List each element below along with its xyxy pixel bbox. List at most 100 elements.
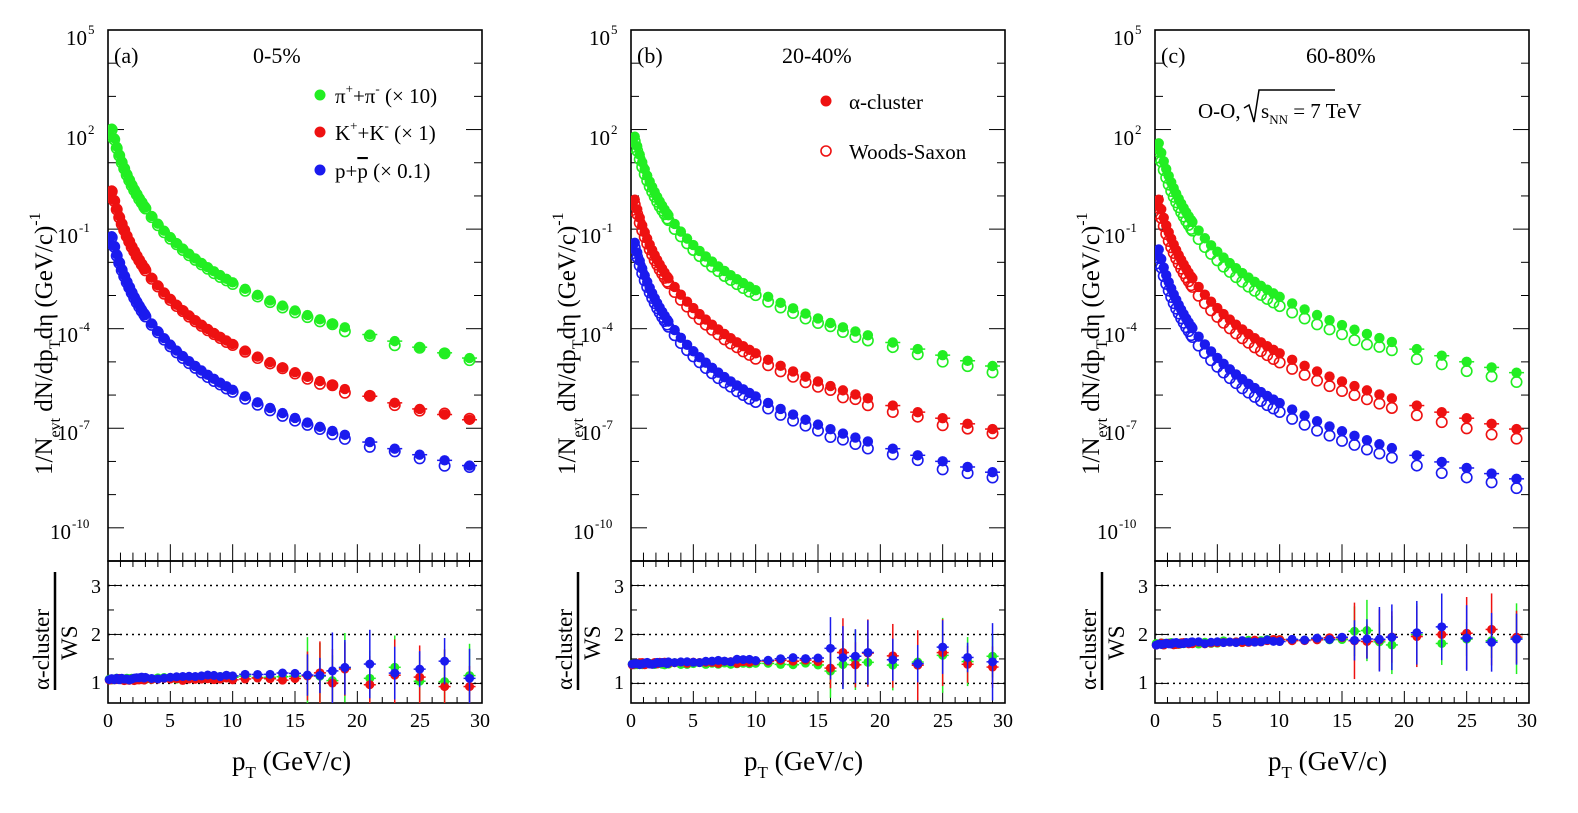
spectrum-point-alpha-cluster	[439, 409, 450, 420]
spectrum-point-alpha-cluster	[339, 322, 351, 333]
ratio-point	[1487, 637, 1497, 647]
spectrum-point-alpha-cluster	[1336, 426, 1348, 437]
legend-proton-label: p+p (× 0.1)	[335, 159, 430, 183]
legend-proton-marker	[314, 164, 326, 176]
species-legend: π++π- (× 10) K++K- (× 1) p+p (× 0.1)	[314, 81, 437, 183]
ratio-point	[1312, 633, 1322, 643]
panel-a-label: (a)	[114, 43, 138, 68]
y-exp-1e-10: -10	[1119, 516, 1136, 531]
y-tick-label-1e5: 10	[66, 26, 87, 50]
spectrum-point-alpha-cluster	[1286, 404, 1298, 415]
panel-b-label: (b)	[637, 43, 663, 68]
spectrum-point-alpha-cluster	[800, 371, 811, 382]
spectrum-point-alpha-cluster	[887, 337, 898, 348]
panel-c-x-axis-title: pT (GeV/c)	[1268, 746, 1387, 782]
x-tick-5: 5	[688, 710, 698, 732]
spectrum-point-alpha-cluster	[669, 281, 680, 293]
x-tick-20: 20	[347, 710, 367, 732]
spectrum-point-alpha-cluster	[1156, 204, 1167, 215]
spectrum-point-alpha-cluster	[887, 400, 898, 411]
spectrum-point-alpha-cluster	[1461, 356, 1472, 367]
ratio-point	[228, 671, 238, 681]
spectrum-point-alpha-cluster	[1486, 362, 1497, 373]
panel-b-ratio-tick-labels: 3 2 1	[614, 576, 624, 694]
spectrum-point-woods-saxon	[1510, 375, 1523, 388]
spectrum-point-alpha-cluster	[1336, 319, 1348, 331]
spectrum-point-alpha-cluster	[862, 393, 874, 404]
y-exp-1e5: 5	[88, 22, 95, 37]
panel-b-y-tick-labels: 10 5 10 2 10 -1 10 -4 10 -7 10 -10	[573, 22, 618, 544]
spectrum-point-alpha-cluster	[632, 141, 643, 152]
panel-c-x-tick-labels: 0 5 10 15 20 25 30	[1150, 710, 1537, 732]
y-exp-1e5: 5	[611, 22, 618, 37]
spectrum-point-alpha-cluster	[937, 456, 948, 467]
spectrum-point-woods-saxon	[1323, 380, 1336, 393]
spectrum-point-alpha-cluster	[1193, 225, 1204, 236]
ratio-point	[253, 669, 263, 679]
panel-a-ratio-points	[104, 629, 476, 703]
ratio-point	[763, 655, 773, 665]
spectrum-point-alpha-cluster	[962, 418, 973, 430]
panel-c-y-axis-title: 1/Nevt dN/dpTdη (GeV/c)-1	[1074, 212, 1111, 475]
spectrum-point-alpha-cluster	[109, 240, 120, 251]
x-tick-30: 30	[1517, 710, 1537, 732]
spectrum-point-alpha-cluster	[1274, 291, 1285, 303]
legend-pion-label: π++π- (× 10)	[335, 81, 437, 108]
ratio-point	[988, 657, 998, 667]
x-tick-20: 20	[1394, 710, 1414, 732]
spectrum-point-alpha-cluster	[762, 291, 774, 302]
y-tick-label-1e5: 10	[589, 26, 610, 50]
spectrum-point-alpha-cluster	[414, 449, 425, 460]
ratio-point	[465, 673, 475, 683]
ratio-point	[1275, 637, 1285, 647]
spectrum-point-alpha-cluster	[389, 397, 400, 409]
ratio-point	[440, 682, 450, 692]
spectrum-point-alpha-cluster	[1361, 385, 1373, 396]
spectrum-point-alpha-cluster	[140, 263, 151, 275]
x-tick-25: 25	[1457, 710, 1477, 732]
x-tick-30: 30	[993, 710, 1013, 732]
spectrum-point-alpha-cluster	[669, 218, 680, 230]
spectrum-point-woods-saxon	[1360, 338, 1373, 351]
spectrum-point-alpha-cluster	[108, 231, 117, 242]
spectrum-point-alpha-cluster	[1336, 376, 1348, 387]
spectrum-point-alpha-cluster	[1187, 216, 1198, 228]
spectrum-point-alpha-cluster	[681, 296, 693, 307]
spectrum-point-alpha-cluster	[264, 356, 276, 368]
spectrum-point-alpha-cluster	[775, 360, 786, 372]
spectrum-point-woods-saxon	[1360, 393, 1373, 406]
spectrum-point-alpha-cluster	[152, 325, 164, 337]
panel-a-centrality: 0-5%	[253, 43, 301, 68]
y-tick-label-1e2: 10	[66, 126, 87, 150]
spectrum-point-alpha-cluster	[1299, 304, 1310, 315]
spectrum-point-alpha-cluster	[1193, 331, 1204, 342]
panel-a-y-axis-title: 1/Nevt dN/dpTdη (GeV/c)-1	[27, 212, 64, 475]
panel-b-upper-frame	[630, 29, 1006, 562]
spectrum-point-alpha-cluster	[1286, 298, 1298, 309]
spectrum-point-alpha-cluster	[1156, 147, 1167, 159]
spectrum-point-alpha-cluster	[669, 324, 680, 336]
spectrum-point-alpha-cluster	[140, 309, 151, 321]
spectrum-point-alpha-cluster	[464, 352, 475, 364]
spectrum-point-alpha-cluster	[464, 414, 475, 425]
spectrum-point-woods-saxon	[1485, 428, 1498, 441]
y-tick-label-1e-7: 10	[580, 421, 601, 445]
panel-a-x-axis-title: pT (GeV/c)	[232, 746, 351, 782]
spectrum-point-alpha-cluster	[252, 289, 263, 301]
spectrum-point-alpha-cluster	[1311, 415, 1323, 427]
ratio-point	[1462, 633, 1472, 643]
spectrum-point-alpha-cluster	[825, 424, 836, 435]
spectrum-point-alpha-cluster	[1205, 296, 1217, 307]
spectrum-point-alpha-cluster	[1511, 423, 1522, 435]
x-tick-30: 30	[470, 710, 490, 732]
spectrum-point-woods-saxon	[1311, 424, 1324, 437]
spectrum-point-woods-saxon	[1311, 318, 1324, 331]
y-tick-label-1e5: 10	[1113, 26, 1134, 50]
x-tick-5: 5	[1212, 710, 1222, 732]
spectrum-point-alpha-cluster	[227, 338, 238, 350]
panel-b-spectra-points	[631, 131, 1001, 484]
spectrum-point-alpha-cluster	[314, 375, 326, 387]
spectrum-point-woods-saxon	[1510, 482, 1523, 495]
spectrum-point-woods-saxon	[1385, 401, 1398, 414]
spectrum-point-alpha-cluster	[1199, 289, 1211, 300]
